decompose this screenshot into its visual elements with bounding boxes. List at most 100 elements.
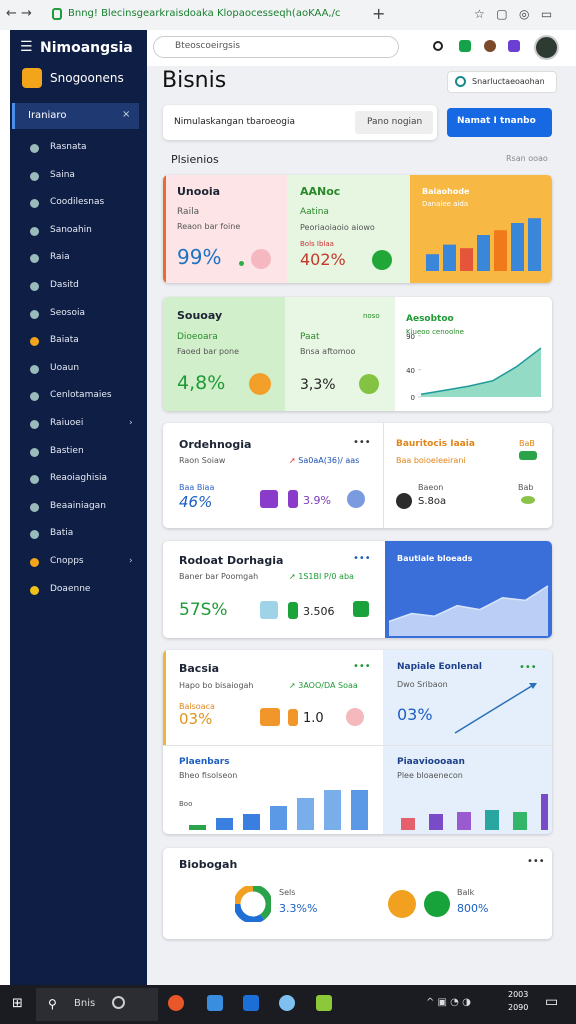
desc: Hapo bo bisaiogah (179, 681, 254, 690)
bar (426, 254, 439, 271)
date: 2090 (508, 1003, 529, 1012)
title: Unooia (177, 185, 221, 198)
icon[interactable] (484, 40, 496, 52)
desc: Baa boioeleeirani (396, 456, 466, 465)
nav-item[interactable]: Reaoiaghisia (50, 473, 108, 484)
more[interactable]: ••• (353, 661, 371, 672)
bar (270, 806, 287, 830)
more[interactable]: ••• (527, 856, 545, 867)
search-field[interactable] (153, 36, 399, 58)
trend-line (454, 683, 537, 734)
value: 3.9% (303, 494, 331, 507)
search-placeholder[interactable]: Nimulaskangan tbaroeogia (174, 117, 296, 127)
icon[interactable] (508, 40, 520, 52)
donut-segment (235, 886, 254, 905)
nav-icon (30, 309, 39, 319)
nav-item[interactable]: Raia (50, 252, 70, 263)
primary-button[interactable] (447, 108, 552, 137)
title: Biobogah (179, 858, 238, 871)
more[interactable]: ••• (353, 553, 371, 564)
nav-item[interactable]: Baiata (50, 335, 79, 346)
app[interactable] (279, 995, 295, 1011)
nav-item[interactable]: Saina (50, 169, 75, 180)
value: 99% (177, 245, 222, 269)
nav-item[interactable]: Doaenne (50, 583, 91, 594)
nav-item[interactable]: Cnopps (50, 556, 84, 566)
sub: Raila (177, 207, 200, 217)
task-search[interactable] (36, 988, 158, 1021)
notify[interactable]: ▭ (545, 994, 559, 1010)
divider (383, 423, 384, 528)
bar (401, 818, 415, 830)
tag: Bab (518, 483, 534, 492)
section-link[interactable]: Rsan ooao (506, 154, 548, 163)
card: Souoay Dioeoara Faoed bar pone 4,8% noso… (163, 297, 552, 411)
card: Rodoat Dorhagia ••• Baner bar Poomgah ➚ … (163, 541, 552, 638)
icon (288, 709, 298, 726)
icon[interactable] (112, 996, 125, 1009)
y-tick-label: 0 (411, 394, 415, 402)
bar (443, 244, 456, 271)
donut (235, 886, 271, 922)
title: Napiale Eonlenal (397, 662, 483, 672)
new-tab[interactable]: + (372, 4, 386, 23)
nav-item[interactable]: Cenlotamaies (50, 390, 112, 401)
arrow: ➚ (289, 456, 299, 465)
close[interactable]: × (122, 109, 131, 120)
title: Rodoat Dorhagia (179, 554, 284, 567)
sub: Aatina (300, 207, 329, 217)
start[interactable]: ⊞ (12, 996, 23, 1011)
app[interactable] (243, 995, 259, 1011)
search-icon: ⚲ (48, 997, 57, 1011)
nav-item[interactable]: Beaainiagan (50, 500, 106, 511)
section-active[interactable] (12, 103, 139, 129)
app[interactable] (207, 995, 223, 1011)
back[interactable]: ← → (6, 6, 32, 21)
nav-item[interactable]: Rasnata (50, 142, 87, 152)
nav-item[interactable]: Seosoia (50, 307, 85, 318)
nav-item[interactable]: Uoaun (50, 362, 80, 373)
value: 3.3%% (279, 902, 318, 915)
url[interactable]: Bnng! Blecinsgearkraisdoaka Klopaocesseq… (68, 8, 341, 19)
app[interactable] (168, 995, 184, 1011)
icon[interactable] (433, 41, 443, 51)
title: Baiaohode (422, 187, 470, 196)
bar (513, 812, 527, 830)
nav-item[interactable]: Dasitd (50, 280, 79, 290)
icon[interactable] (459, 40, 471, 52)
icon (372, 250, 392, 270)
nav-item[interactable]: Coodilesnas (50, 197, 105, 208)
app[interactable] (316, 995, 332, 1011)
bar (541, 794, 548, 830)
action-button[interactable] (447, 71, 557, 93)
badge (519, 451, 537, 460)
nav-icon (30, 282, 39, 291)
nav-icon (30, 171, 39, 181)
nav-item[interactable]: Bastien (50, 445, 84, 456)
icon (260, 601, 278, 619)
more[interactable]: ••• (353, 437, 371, 448)
accent (163, 650, 166, 745)
menu-icon[interactable]: ☰ (20, 39, 33, 55)
nav-icon (30, 420, 39, 429)
search-button[interactable] (355, 111, 433, 134)
value: 1.0 (303, 711, 324, 726)
arrow: ➚ (289, 572, 299, 581)
nav-item[interactable]: Batia (50, 528, 74, 539)
org: Snogoonens (50, 71, 124, 85)
nav-item[interactable]: Raiuoei (50, 418, 84, 428)
more[interactable]: ••• (519, 662, 537, 673)
edge (0, 30, 10, 985)
icon (260, 490, 278, 508)
area-chart (388, 585, 549, 636)
nav-item[interactable]: Sanoahin (50, 224, 92, 235)
icon (388, 890, 416, 918)
bar (216, 818, 233, 830)
task-search-text: Bnis (74, 998, 96, 1009)
avatar[interactable] (534, 35, 559, 60)
desc: Peoriaoiaoio aiowo (300, 223, 375, 232)
nav-icon (30, 199, 39, 209)
desc: Dwo Sribaon (397, 680, 448, 689)
line (388, 585, 549, 623)
